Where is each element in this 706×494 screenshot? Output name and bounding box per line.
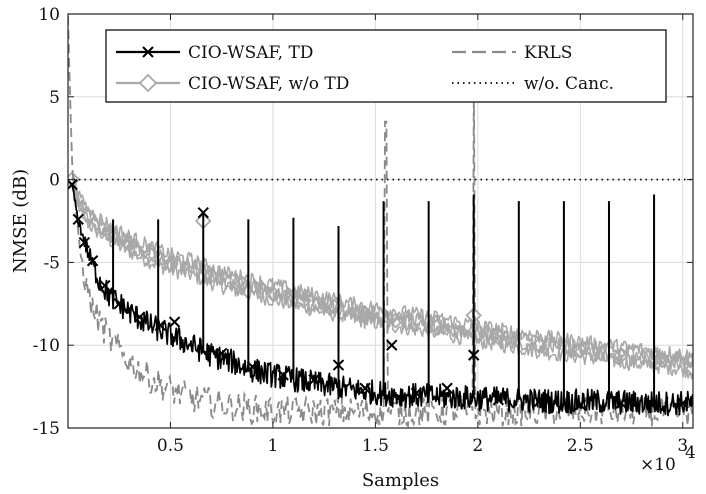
- series-td-marker: [308, 374, 320, 386]
- legend-marker-1: [138, 73, 158, 93]
- y-tick-label: 10: [38, 5, 60, 25]
- series-td-marker: [215, 347, 228, 360]
- series-wo-td-line: [71, 172, 693, 365]
- series-td-marker: [168, 316, 181, 328]
- y-tick-label: 5: [49, 88, 60, 108]
- legend-label-3: w/o. Canc.: [524, 74, 614, 94]
- x-axis-label: Samples: [362, 470, 439, 491]
- x-tick-label: 1.5: [362, 436, 389, 456]
- series-td-marker: [246, 361, 259, 373]
- series-td-marker: [359, 382, 371, 394]
- series-td-marker: [332, 359, 345, 371]
- series-td-marker: [99, 279, 111, 292]
- axes: 0.5 1 1.5 2 2.5 3 -15 -10 -5 0 5 10 Samples NMSE (dB)…: [10, 5, 696, 491]
- series-wo-td-line: [71, 177, 693, 369]
- legend-label-0: CIO-WSAF, TD: [188, 43, 313, 63]
- x-tick-label: 0.5: [157, 436, 184, 456]
- y-tick-label: -5: [43, 253, 60, 273]
- series-td-marker: [134, 311, 146, 323]
- series-wo-td-marker: [162, 255, 179, 273]
- series-td-marker: [574, 399, 587, 411]
- x-exponent-power: 4: [685, 443, 696, 463]
- series-wo-td-marker: [653, 351, 671, 369]
- series-wo-td-marker: [203, 267, 220, 284]
- series-td-marker: [441, 382, 453, 394]
- series-td-marker: [386, 339, 398, 351]
- legend-label-1: CIO-WSAF, w/o TD: [188, 74, 349, 94]
- y-axis-label: NMSE (dB): [10, 169, 31, 273]
- x-exponent-base: ×10: [640, 455, 676, 475]
- series-wo-td-marker: [531, 336, 548, 354]
- y-tick-label: 0: [49, 171, 60, 191]
- series-td-marker: [68, 178, 78, 191]
- series-td-marker: [197, 207, 209, 219]
- legend-label-2: KRLS: [524, 43, 572, 63]
- series-td-marker: [533, 395, 546, 408]
- series-wo-td-marker: [121, 235, 138, 253]
- x-tick-label: 3: [677, 436, 688, 456]
- series-wo-td-marker: [295, 292, 312, 309]
- series-wo-td-marker: [572, 341, 589, 359]
- y-tick-label: -15: [33, 419, 60, 439]
- series-wo-td-marker: [428, 318, 446, 336]
- series-wo-td-marker: [264, 285, 282, 303]
- series-td-marker: [646, 399, 658, 411]
- series-td-marker: [86, 255, 99, 267]
- series-td-marker: [277, 369, 289, 381]
- plot-frame: [67, 13, 694, 429]
- series-wo-td-marker: [233, 275, 251, 293]
- legend-marker-0: [142, 46, 154, 58]
- series-td-marker: [492, 394, 505, 406]
- series-td-marker: [113, 298, 125, 310]
- series-wo-td-marker: [80, 207, 97, 225]
- series-wo-td-marker: [490, 328, 507, 346]
- series-td-marker: [468, 349, 480, 361]
- legend-box: [105, 29, 667, 103]
- series-td-marker: [72, 213, 84, 226]
- series-wo-td-marker: [387, 312, 405, 329]
- x-tick-label: 1: [268, 436, 279, 456]
- series-td-line: [71, 184, 693, 417]
- plot-data: [68, 16, 693, 428]
- series-td-marker: [154, 319, 166, 332]
- series-td-marker: [677, 397, 689, 409]
- series-wo-td-marker: [141, 245, 159, 263]
- y-tick-label: -10: [33, 336, 60, 356]
- x-tick-label: 2: [472, 436, 483, 456]
- x-tick-label: 2.5: [567, 436, 594, 456]
- series-krls-line: [68, 16, 693, 428]
- legend: CIO-WSAF, TD CIO-WSAF, w/o TD KRLS w/o. Can…: [105, 29, 667, 103]
- series-td-marker: [78, 236, 91, 249]
- series-td-marker: [615, 397, 627, 409]
- series-wo-td-marker: [684, 360, 693, 377]
- series-td-marker: [410, 387, 423, 399]
- series-wo-td-marker: [613, 346, 630, 364]
- series-wo-td-marker: [356, 305, 374, 323]
